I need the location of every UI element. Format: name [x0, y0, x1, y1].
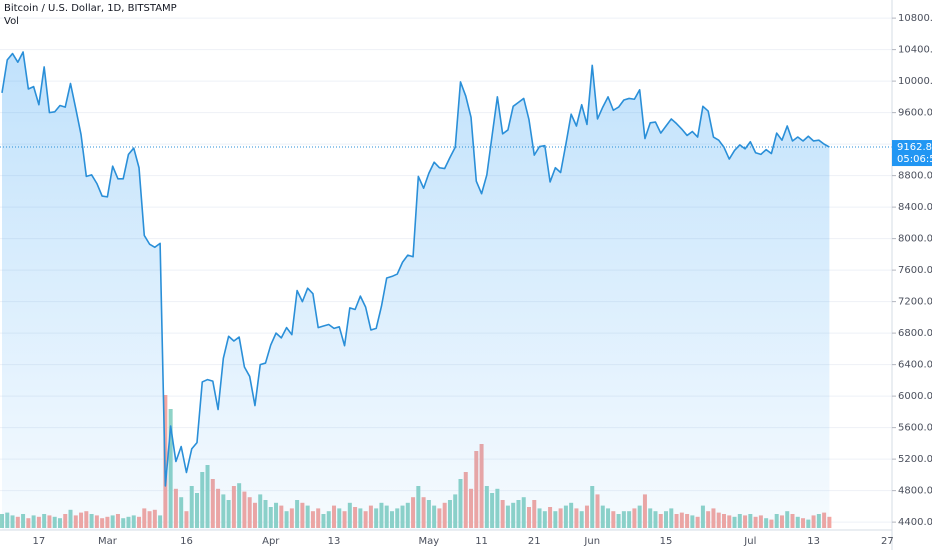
x-tick-label: 17 [33, 536, 46, 547]
y-tick-label: 6400.00 [898, 360, 932, 371]
y-tick-label: 4400.00 [898, 517, 932, 528]
price-pane [0, 51, 892, 530]
x-tick-label: 11 [475, 536, 488, 547]
axes: 4400.00 4800.00 5200.00 5600.00 6000.00 6400.… [33, 13, 932, 547]
x-tick-label: 21 [528, 536, 541, 547]
x-tick-label: Jun [583, 536, 600, 547]
x-tick-label: Apr [262, 536, 280, 547]
y-tick-label: 10400.00 [898, 45, 932, 56]
y-tick-label: 8400.00 [898, 202, 932, 213]
x-tick-label: 27 [881, 536, 894, 547]
y-tick-label: 7200.00 [898, 297, 932, 308]
chart-title: Bitcoin / U.S. Dollar, 1D, BITSTAMP [4, 3, 177, 14]
y-tick-label: 5200.00 [898, 454, 932, 465]
area-fill [2, 51, 830, 530]
y-tick-label: 7600.00 [898, 265, 932, 276]
y-tick-label: 5600.00 [898, 423, 932, 434]
x-tick-label: 13 [807, 536, 820, 547]
y-tick-label: 10800.00 [898, 13, 932, 24]
y-tick-label: 6800.00 [898, 328, 932, 339]
x-tick-label: Jul [743, 536, 756, 547]
x-tick-label: 15 [660, 536, 673, 547]
y-tick-label: 6000.00 [898, 391, 932, 402]
last-price-label: 9162.82 [897, 142, 932, 153]
price-line [1, 51, 830, 487]
y-tick-label: 8800.00 [898, 171, 932, 182]
y-tick-label: 10000.00 [898, 76, 932, 87]
volume-label: Vol [4, 16, 19, 27]
x-tick-label: 16 [180, 536, 193, 547]
countdown-label: 05:06:50 [897, 154, 932, 165]
y-tick-label: 4800.00 [898, 486, 932, 497]
y-tick-label: 8000.00 [898, 234, 932, 245]
last-price-tag [892, 140, 932, 167]
y-tick-label: 9600.00 [898, 108, 932, 119]
x-tick-label: 13 [328, 536, 341, 547]
x-tick-label: Mar [98, 536, 118, 547]
x-tick-label: May [419, 536, 440, 547]
